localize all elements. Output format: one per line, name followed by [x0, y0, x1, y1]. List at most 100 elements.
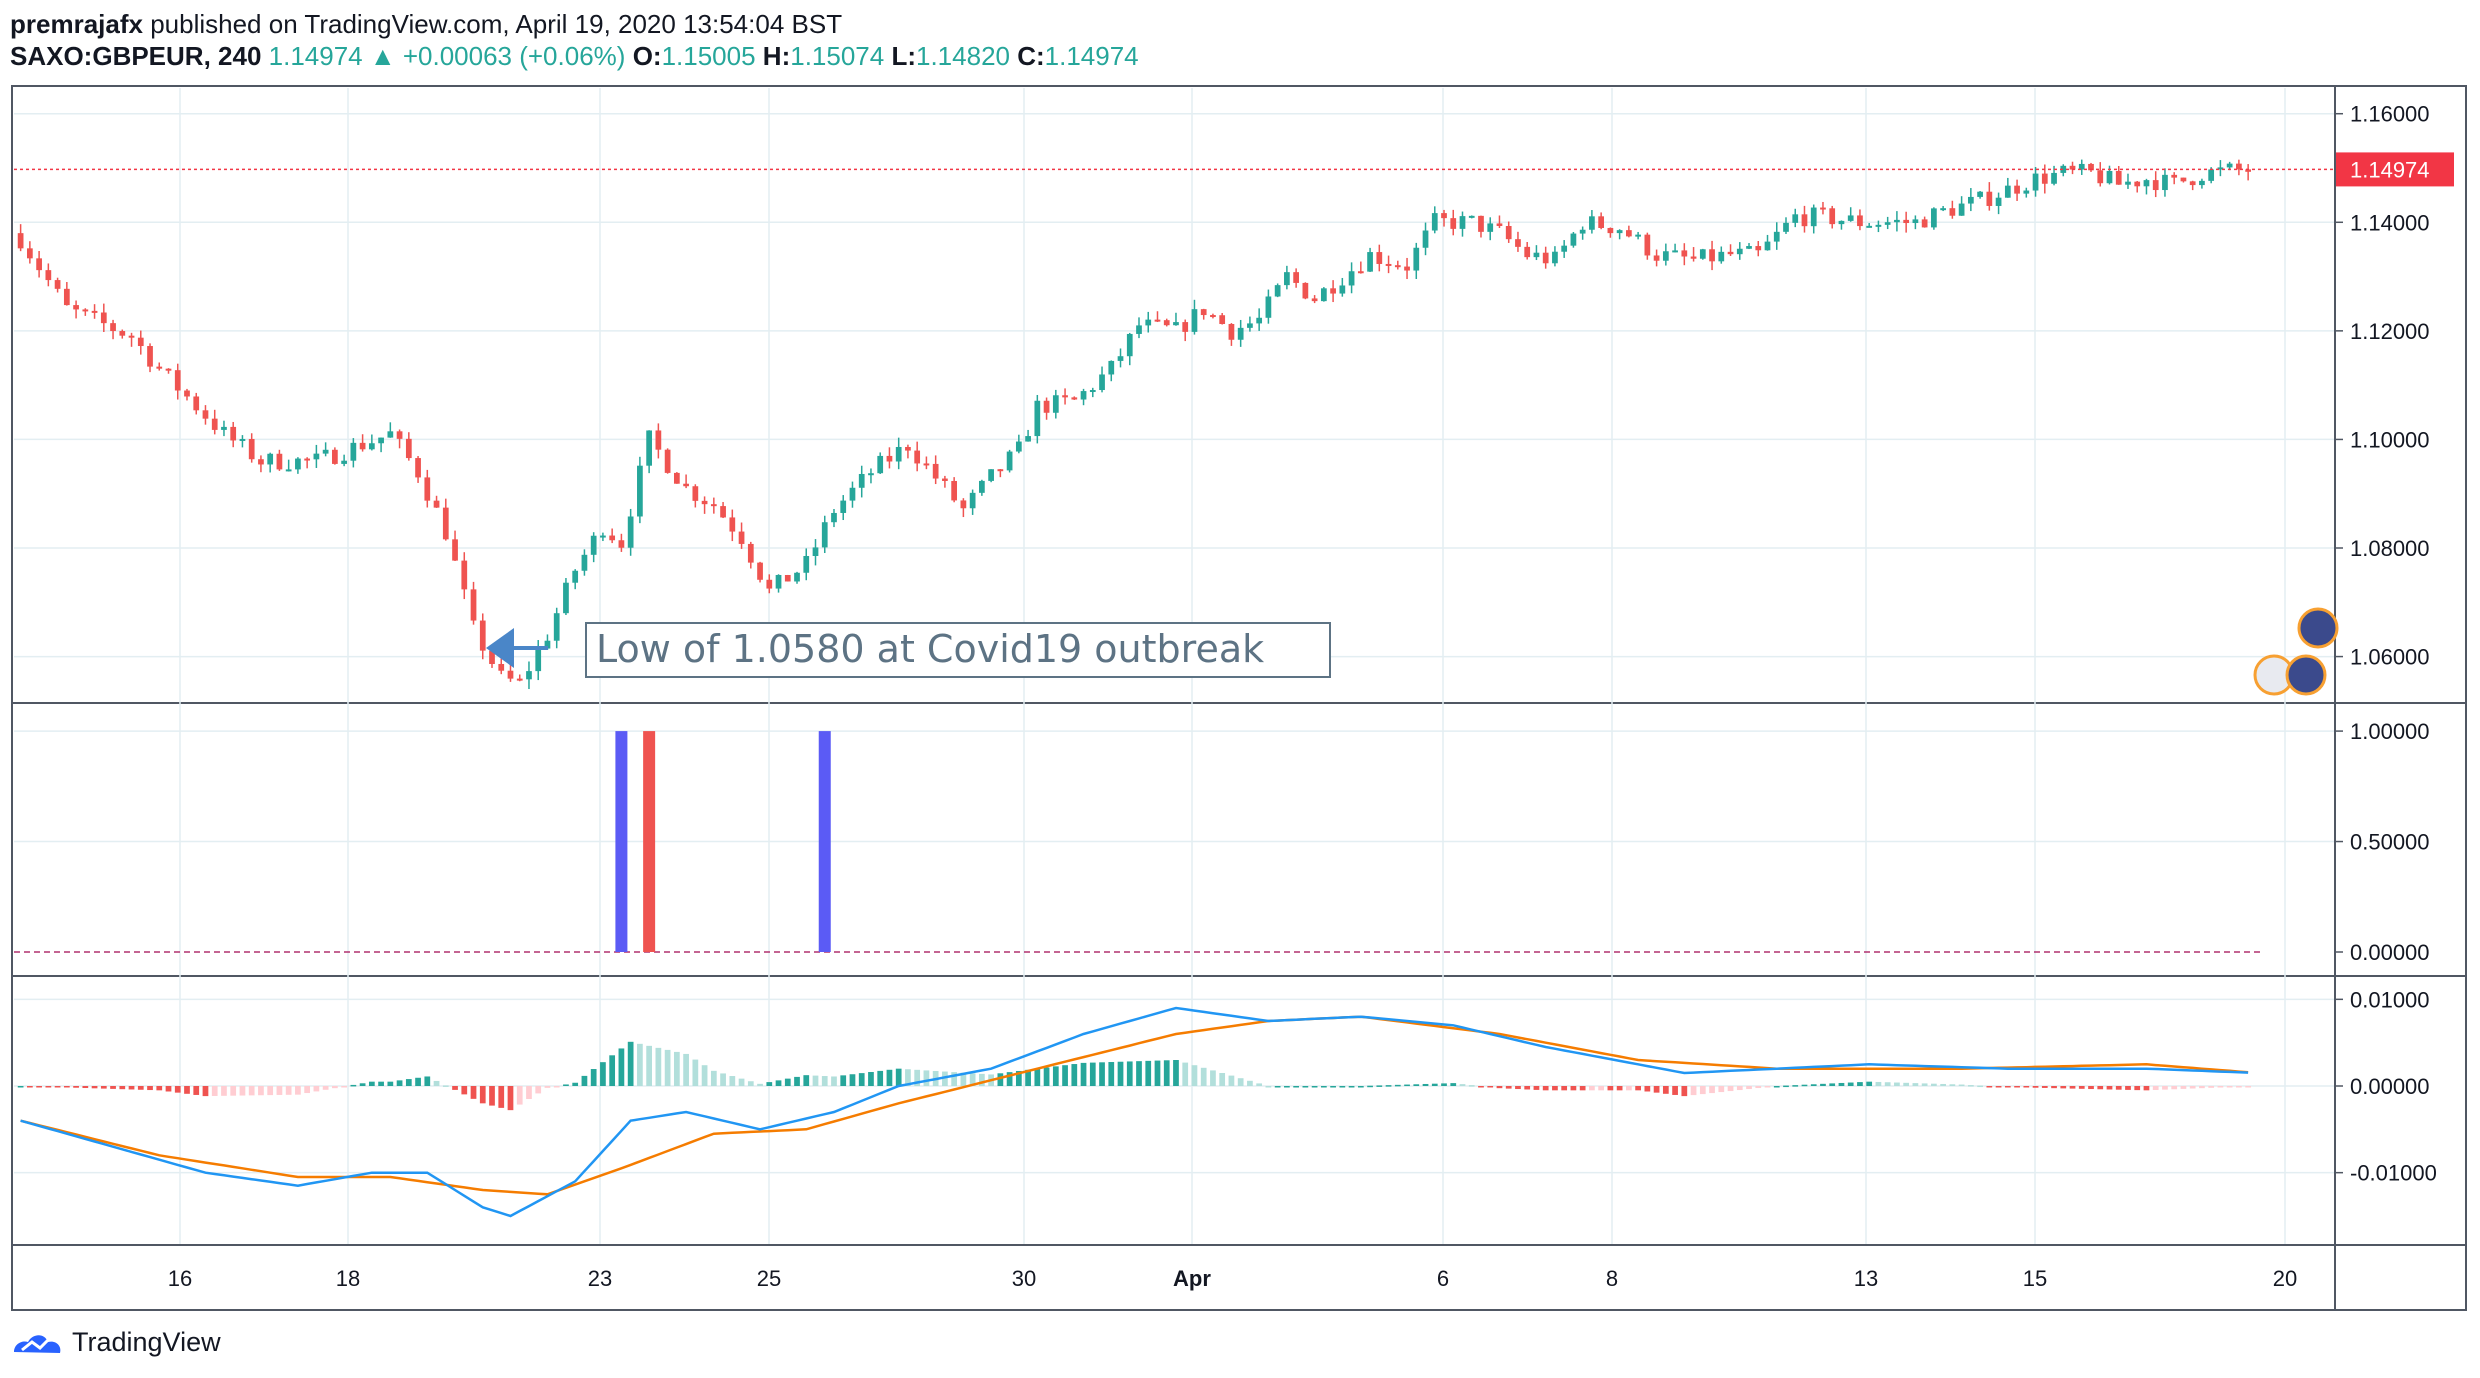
candle — [1875, 220, 1882, 233]
price-pane[interactable] — [14, 159, 2334, 690]
candle — [618, 533, 625, 552]
annotation-box[interactable]: Low of 1.0580 at Covid19 outbreak — [585, 622, 1331, 678]
candle — [2245, 164, 2252, 181]
histogram-bar — [655, 1047, 662, 1086]
candle-body — [193, 396, 200, 411]
candle — [590, 532, 597, 563]
histogram-bar — [2078, 1086, 2085, 1089]
price-tick-label: 1.06000 — [2350, 645, 2430, 670]
candle — [1857, 209, 1863, 231]
candle-body — [2199, 180, 2205, 186]
signal-pane[interactable] — [14, 731, 2262, 953]
last-price: 1.14974 — [268, 41, 363, 71]
candle — [1783, 217, 1789, 234]
candle — [36, 250, 42, 278]
candle-body — [1043, 400, 1050, 413]
candle-body — [720, 506, 726, 518]
symbol-label[interactable]: SAXO:GBPEUR, 240 — [10, 41, 262, 71]
candle-body — [1783, 222, 1789, 232]
candle-body — [137, 337, 144, 347]
candle-body — [1903, 219, 1910, 224]
candle-body — [932, 463, 939, 479]
histogram-bar — [2217, 1086, 2224, 1088]
histogram-bar — [1080, 1062, 1087, 1086]
histogram-bar — [905, 1069, 911, 1086]
event-flags[interactable] — [2253, 607, 2339, 696]
histogram-bar — [45, 1086, 52, 1088]
histogram-bar — [100, 1086, 107, 1089]
candle-body — [1746, 246, 1752, 249]
author-name[interactable]: premrajafx — [10, 9, 143, 39]
histogram-bar — [1690, 1086, 1697, 1096]
histogram-bar — [1810, 1084, 1817, 1086]
candle — [1570, 231, 1577, 248]
histogram-bar — [2236, 1086, 2242, 1088]
candle — [1542, 246, 1549, 269]
annotation-frame — [585, 622, 1331, 678]
histogram-bar — [1182, 1062, 1189, 1086]
candle-body — [1810, 207, 1817, 227]
candle-body — [36, 258, 42, 271]
histogram-bar — [479, 1086, 486, 1104]
histogram-bar — [692, 1059, 699, 1086]
eu-flag-icon[interactable] — [2297, 607, 2339, 649]
candle-body — [1967, 196, 1974, 204]
histogram-bar — [1117, 1061, 1124, 1086]
histogram-bar — [775, 1080, 782, 1086]
candle — [202, 405, 209, 425]
histogram-bar — [563, 1084, 569, 1086]
candle — [73, 300, 79, 319]
candle-body — [332, 449, 338, 464]
candle — [1912, 215, 1919, 230]
macd-pane[interactable] — [17, 1006, 2252, 1218]
histogram-bar — [1459, 1084, 1466, 1086]
candle-body — [1117, 356, 1124, 361]
histogram-bar — [1200, 1067, 1207, 1086]
eu-flag-icon[interactable] — [2285, 654, 2327, 696]
candle-body — [544, 640, 551, 649]
histogram-bar — [267, 1086, 274, 1096]
candle-body — [1274, 285, 1281, 297]
candle-body — [1247, 323, 1253, 328]
candle — [1903, 211, 1910, 233]
histogram-bar — [960, 1072, 967, 1086]
histogram-bar — [1921, 1083, 1928, 1086]
histogram-bar — [1616, 1086, 1623, 1091]
candle-body — [1422, 230, 1429, 248]
candle-body — [1200, 309, 1207, 316]
candle-body — [1589, 216, 1595, 230]
candle — [2069, 161, 2076, 175]
histogram-bar — [1783, 1085, 1789, 1088]
candle-body — [960, 500, 967, 509]
histogram-bar — [812, 1075, 819, 1086]
candle-body — [2088, 163, 2094, 171]
candle — [988, 469, 994, 483]
candle-body — [1182, 322, 1189, 332]
candle-body — [1062, 395, 1068, 398]
candle — [1977, 190, 1983, 199]
candle — [1311, 295, 1318, 304]
candle — [1496, 215, 1503, 229]
tradingview-logo[interactable]: TradingView — [12, 1322, 221, 1362]
histogram-bar — [1598, 1086, 1605, 1091]
candle — [1940, 206, 1946, 212]
candle — [1736, 242, 1743, 260]
histogram-bar — [378, 1081, 384, 1086]
candle — [1293, 268, 1299, 288]
candle — [1431, 206, 1438, 234]
histogram-bar — [1228, 1075, 1235, 1086]
histogram-bar — [1210, 1070, 1216, 1086]
candle-body — [1136, 325, 1142, 334]
candle — [1080, 388, 1087, 406]
histogram-bar — [1552, 1086, 1558, 1091]
candle — [415, 456, 421, 483]
macd-tick-label: 0.01000 — [2350, 987, 2430, 1012]
histogram-bar — [396, 1080, 403, 1086]
candle-body — [821, 522, 828, 548]
histogram-bar — [1866, 1081, 1873, 1086]
histogram-bar — [997, 1073, 1004, 1086]
histogram-bar — [2004, 1086, 2011, 1088]
candle — [276, 449, 283, 471]
candle — [359, 434, 366, 452]
